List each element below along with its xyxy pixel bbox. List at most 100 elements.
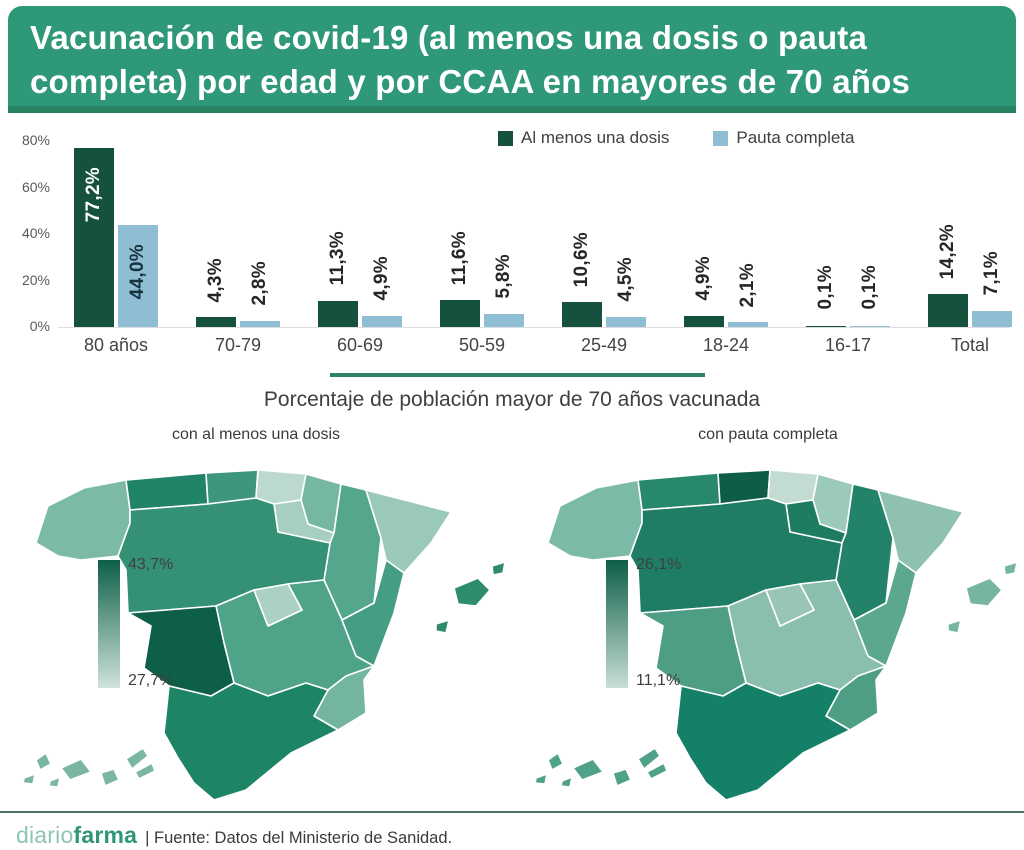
y-tick-label: 60%	[21, 178, 50, 195]
legend-min-label: 11,1%	[636, 672, 681, 689]
bar-dose1: 0,1%	[806, 265, 846, 327]
bar-value-label: 11,3%	[327, 231, 348, 286]
bar-dose1: 10,6%	[562, 232, 602, 327]
y-tick-label: 40%	[21, 225, 50, 241]
x-category-label: 16-17	[824, 335, 872, 355]
header-banner: Vacunación de covid-19 (al menos una dos…	[8, 6, 1016, 106]
bar-value-label: 5,8%	[493, 254, 514, 299]
bar-dose1: 4,3%	[196, 258, 236, 327]
y-tick-label: 0%	[29, 318, 50, 334]
bar-dose1: 11,3%	[318, 231, 358, 327]
map-one-dose-legend: 43,7% 27,7%	[98, 556, 258, 689]
diariofarma-logo: diariofarma	[16, 822, 138, 848]
map-full-schedule-title: con pauta completa	[698, 426, 838, 443]
bar-value-label: 11,6%	[449, 230, 470, 286]
bar-full: 2,1%	[728, 263, 768, 327]
legend-label: Pauta completa	[736, 128, 855, 147]
region-baleares	[947, 561, 1018, 634]
legend-min-label: 27,7%	[128, 672, 174, 689]
region-canarias	[22, 747, 156, 788]
source-text: | Fuente: Datos del Ministerio de Sanida…	[145, 829, 453, 847]
region-galicia	[35, 479, 131, 561]
bar-group: 4,9% 2,1%	[665, 120, 787, 327]
bar-group: 0,1% 0,1%	[787, 120, 909, 327]
x-category-label: 25-49	[580, 335, 628, 355]
bar-full: 7,1%	[972, 251, 1012, 327]
region-andalucia	[163, 682, 339, 801]
bar-value-label: 4,9%	[371, 256, 392, 301]
bar-chart: Al menos una dosis Pauta completa 77,2% 44…	[0, 120, 1024, 370]
x-category-label: 60-69	[336, 335, 384, 355]
legend-item: Al menos una dosis	[498, 128, 669, 148]
region-valencia	[853, 559, 917, 667]
region-valencia	[341, 559, 405, 667]
region-madrid	[765, 583, 815, 627]
bar-value-label: 4,5%	[615, 257, 636, 302]
bar-full: 4,5%	[606, 257, 646, 327]
map-full-schedule-legend: 26,1% 11,1%	[606, 556, 766, 689]
bar-dose1: 77,2%	[74, 147, 114, 327]
region-baleares	[435, 561, 506, 634]
bar-value-label: 0,1%	[859, 265, 880, 310]
spain-map-one-dose	[6, 450, 506, 802]
map-one-dose-title: con al menos una dosis	[171, 426, 341, 443]
legend-item: Pauta completa	[713, 128, 855, 148]
legend-max-label: 26,1%	[636, 556, 682, 573]
region-madrid	[253, 583, 303, 627]
bar-dose1: 11,6%	[440, 231, 480, 327]
bar-group: 11,6% 5,8%	[421, 120, 543, 327]
bar-value-label: 0,1%	[815, 265, 836, 310]
maps-section-title: Porcentaje de población mayor de 70 años…	[263, 388, 761, 411]
x-category-label: Total	[950, 335, 990, 355]
bar-group: 77,2% 44,0%	[55, 120, 177, 327]
legend-label: Al menos una dosis	[521, 128, 670, 147]
bar-group: 4,3% 2,8%	[177, 120, 299, 327]
x-category-label: 70-79	[214, 335, 262, 355]
region-pais_vasco	[767, 469, 819, 505]
y-tick-label: 80%	[21, 132, 50, 148]
bar-value-label: 4,9%	[693, 256, 714, 301]
bar-value-label: 77,2%	[83, 167, 104, 223]
bar-dose1: 4,9%	[684, 256, 724, 327]
bar-value-label: 2,1%	[737, 262, 758, 308]
page-title: Vacunación de covid-19 (al menos una dos…	[30, 19, 911, 100]
subtitle-underline	[330, 373, 705, 377]
bar-full: 0,1%	[850, 265, 890, 327]
x-category-label: 18-24	[702, 335, 750, 355]
bar-value-label: 4,3%	[205, 257, 226, 303]
legend-swatch	[498, 130, 513, 146]
gradient-legend-bar	[98, 560, 120, 688]
bar-plot: 77,2% 44,0% 80 años 4,3% 2,8% 70-79 11,3% 4,9% 6…	[55, 120, 1024, 355]
bar-value-label: 7,1%	[981, 250, 1002, 296]
maps-section: con al menos una dosis 43,7% 27,7% con p…	[0, 420, 1024, 812]
footer: diariofarma | Fuente: Datos del Minister…	[16, 822, 452, 849]
bar-value-label: 14,2%	[937, 223, 958, 279]
header-accent-strip	[8, 106, 1016, 113]
bar-full: 2,8%	[240, 261, 280, 327]
region-galicia	[547, 479, 643, 561]
bar-group: 10,6% 4,5%	[543, 120, 665, 327]
footer-divider	[0, 811, 1024, 813]
chart-legend: Al menos una dosis Pauta completa	[498, 128, 855, 148]
bar-group: 14,2% 7,1%	[909, 120, 1024, 327]
x-category-label: 80 años	[83, 335, 149, 355]
spain-map-full-schedule	[518, 450, 1018, 802]
region-andalucia	[675, 682, 851, 801]
bar-value-label: 2,8%	[249, 260, 270, 306]
bar-value-label: 10,6%	[571, 231, 592, 288]
y-tick-label: 20%	[21, 271, 50, 288]
bar-value-label: 44,0%	[127, 244, 148, 300]
bar-full: 44,0%	[118, 224, 158, 327]
legend-max-label: 43,7%	[128, 556, 174, 573]
map-one-dose: con al menos una dosis 43,7% 27,7%	[0, 420, 512, 812]
gradient-legend-bar	[606, 560, 628, 688]
region-canarias	[534, 747, 668, 788]
bar-dose1: 14,2%	[928, 224, 968, 327]
bar-full: 5,8%	[484, 254, 524, 327]
x-axis-line	[58, 327, 1010, 328]
bar-group: 11,3% 4,9%	[299, 120, 421, 327]
legend-swatch	[713, 130, 729, 146]
bar-full: 4,9%	[362, 256, 402, 327]
map-full-schedule: con pauta completa 26,1% 11,1%	[512, 420, 1024, 812]
